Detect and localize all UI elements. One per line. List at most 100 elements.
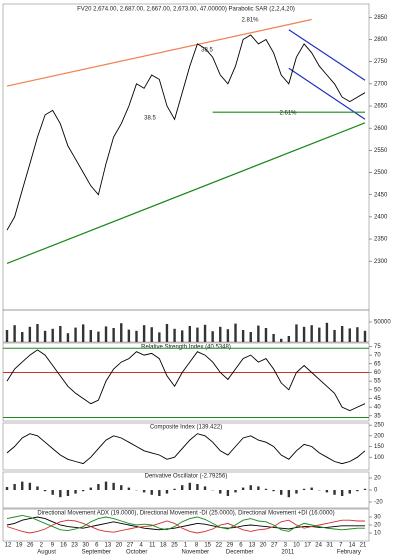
y-tick-label: 70 [374, 353, 381, 359]
bar [203, 486, 207, 490]
bar [150, 327, 153, 342]
y-tick-label: 2400 [374, 214, 388, 220]
panel-title: Directional Movement ADX (19.0000), Dire… [37, 511, 334, 517]
x-tick-label: 26 [27, 543, 34, 549]
bar [249, 332, 252, 342]
bar [226, 329, 230, 342]
x-tick-label: 20 [260, 543, 267, 549]
panel-frame [2, 3, 370, 311]
data-line [6, 519, 365, 534]
y-tick-label: 0 [374, 488, 378, 494]
y-tick-label: 35 [374, 413, 381, 419]
month-label: February [337, 550, 361, 556]
bar [318, 327, 321, 342]
x-tick-label: 31 [326, 543, 333, 549]
x-tick-label: 9 [51, 543, 55, 549]
x-tick-label: 6 [239, 543, 243, 549]
bar [150, 490, 153, 495]
x-tick-label: 15 [204, 543, 211, 549]
bar [5, 487, 9, 490]
bar [43, 490, 47, 492]
bar [257, 325, 260, 342]
month-label: October [126, 550, 147, 556]
y-tick-label: 60 [374, 370, 381, 376]
bar [13, 325, 16, 342]
bar [325, 322, 329, 342]
bar [74, 490, 77, 494]
x-tick-label: 22 [215, 543, 222, 549]
bar [36, 486, 39, 490]
data-line [6, 34, 366, 231]
bar [21, 332, 24, 342]
month-label: August [37, 550, 56, 556]
bar [66, 490, 70, 496]
panel-title: FV20 2,674.00, 2,687.00, 2,667.00, 2,673… [77, 7, 295, 13]
bar [302, 488, 306, 490]
bar [180, 330, 184, 342]
y-tick-label: 2850 [374, 15, 388, 21]
y-tick-label: 250 [374, 423, 385, 429]
bar [287, 336, 291, 342]
panel-frame [2, 342, 370, 422]
bar [97, 484, 100, 490]
x-tick-label: 6 [95, 543, 99, 549]
panel-title: Composite Index (139.422) [150, 425, 222, 431]
bar [104, 326, 108, 342]
bar [241, 487, 245, 490]
y-tick-label: 2450 [374, 192, 388, 198]
bar [264, 488, 268, 490]
bar [219, 326, 222, 342]
y-tick-label: 2700 [374, 81, 388, 87]
trend-line [6, 18, 312, 87]
bar [348, 490, 351, 494]
bar [302, 326, 306, 342]
y-tick-label: 10 [374, 531, 381, 537]
y-tick-label: 50 [374, 387, 381, 393]
bar [112, 482, 115, 490]
x-tick-label: 24 [315, 543, 322, 549]
bar [74, 327, 77, 342]
bar [249, 485, 252, 490]
trend-line [6, 122, 366, 264]
x-tick-label: 3 [284, 543, 288, 549]
bar [51, 490, 54, 495]
panel-frame [2, 309, 370, 343]
bar [280, 490, 283, 495]
bar [219, 490, 222, 494]
bar [280, 338, 283, 342]
x-tick-label: 11 [149, 543, 156, 549]
bar [310, 325, 313, 342]
trend-line [288, 67, 366, 120]
bar [196, 484, 199, 490]
panel-title: Derivative Oscillator (-2.79256) [145, 474, 228, 480]
y-tick-label: 20 [374, 523, 381, 529]
annotation: 38.5 [144, 116, 156, 122]
bar [158, 490, 161, 496]
month-label: 2011 [281, 550, 295, 556]
data-line [6, 514, 365, 532]
bar [196, 327, 199, 342]
bar [310, 487, 313, 490]
x-tick-label: 23 [71, 543, 78, 549]
data-line [6, 433, 366, 465]
bar [127, 329, 131, 342]
bar [89, 487, 92, 490]
bar [180, 485, 184, 490]
bar [28, 326, 32, 342]
annotation: 2.81% [241, 18, 259, 24]
bar [203, 324, 207, 342]
bar [43, 330, 47, 342]
y-tick-label: 2350 [374, 237, 388, 243]
bar [81, 490, 85, 492]
x-tick-label: 27 [127, 543, 134, 549]
bar [234, 323, 237, 342]
bar [120, 323, 123, 342]
y-tick-label: 2800 [374, 37, 388, 43]
y-tick-label: -20 [374, 500, 383, 506]
bar [66, 333, 70, 342]
bar [104, 481, 108, 490]
bar [5, 330, 9, 342]
bar [287, 490, 291, 498]
bar [295, 490, 298, 494]
y-tick-label: 75 [374, 344, 381, 350]
